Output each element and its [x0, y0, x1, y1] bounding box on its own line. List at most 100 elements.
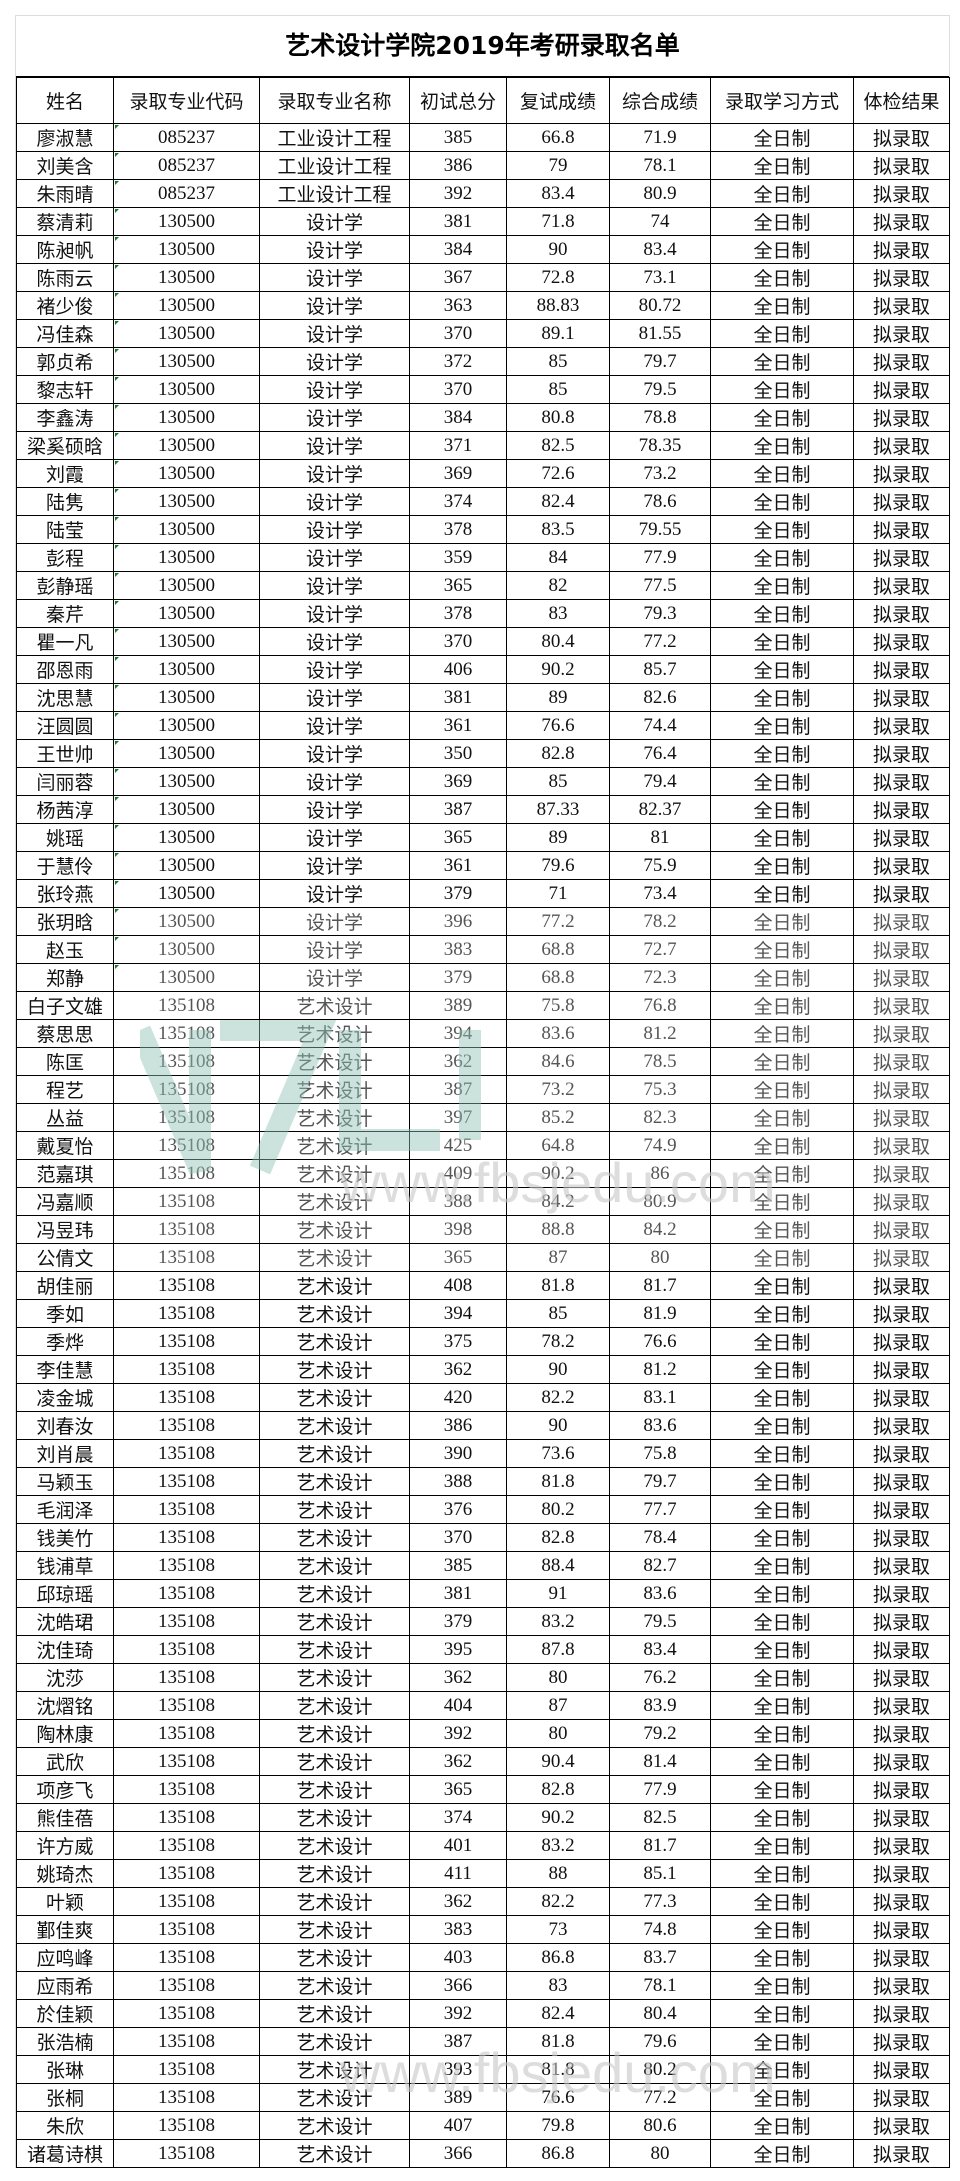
cell-name: 武欣 [16, 1747, 114, 1776]
table-row: 朱雨晴 085237 工业设计工程 392 83.4 80.9 全日制 拟录取 [16, 179, 950, 208]
cell-name: 王世帅 [16, 739, 114, 768]
cell-total-score: 76.8 [609, 991, 711, 1020]
cell-total-score: 79.7 [609, 1467, 711, 1496]
cell-retest-score: 86.8 [506, 2139, 610, 2168]
table-row: 白子文雄 135108 艺术设计 389 75.8 76.8 全日制 拟录取 [16, 991, 950, 1020]
table-row: 陆莹 130500 设计学 378 83.5 79.55 全日制 拟录取 [16, 515, 950, 544]
cell-prelim-score: 371 [409, 431, 507, 460]
cell-major-code: 135108 [113, 1691, 260, 1720]
cell-name: 叶颖 [16, 1887, 114, 1916]
cell-major-name: 工业设计工程 [259, 123, 410, 152]
cell-prelim-score: 383 [409, 935, 507, 964]
cell-major-code: 135108 [113, 1215, 260, 1244]
cell-medical-result: 拟录取 [853, 1383, 950, 1412]
table-row: 蔡清莉 130500 设计学 381 71.8 74 全日制 拟录取 [16, 207, 950, 236]
cell-total-score: 81.9 [609, 1299, 711, 1328]
cell-major-name: 工业设计工程 [259, 151, 410, 180]
cell-medical-result: 拟录取 [853, 291, 950, 320]
table-row: 姚瑶 130500 设计学 365 89 81 全日制 拟录取 [16, 823, 950, 852]
cell-major-name: 设计学 [259, 935, 410, 964]
cell-name: 陈匡 [16, 1047, 114, 1076]
table-row: 陆隽 130500 设计学 374 82.4 78.6 全日制 拟录取 [16, 487, 950, 516]
cell-retest-score: 79.8 [506, 2111, 610, 2140]
cell-major-code: 130500 [113, 571, 260, 600]
cell-name: 范嘉琪 [16, 1159, 114, 1188]
cell-medical-result: 拟录取 [853, 1971, 950, 2000]
cell-medical-result: 拟录取 [853, 1635, 950, 1664]
cell-total-score: 81.2 [609, 1019, 711, 1048]
cell-retest-score: 84.2 [506, 1187, 610, 1216]
cell-major-code: 135108 [113, 1019, 260, 1048]
cell-study-mode: 全日制 [710, 1971, 854, 2000]
cell-study-mode: 全日制 [710, 1131, 854, 1160]
cell-study-mode: 全日制 [710, 375, 854, 404]
cell-retest-score: 88.8 [506, 1215, 610, 1244]
cell-prelim-score: 383 [409, 1915, 507, 1944]
cell-study-mode: 全日制 [710, 739, 854, 768]
table-row: 於佳颖 135108 艺术设计 392 82.4 80.4 全日制 拟录取 [16, 1999, 950, 2028]
table-row: 陈匡 135108 艺术设计 362 84.6 78.5 全日制 拟录取 [16, 1047, 950, 1076]
cell-major-code: 135108 [113, 1915, 260, 1944]
table-row: 赵玉 130500 设计学 383 68.8 72.7 全日制 拟录取 [16, 935, 950, 964]
cell-study-mode: 全日制 [710, 1355, 854, 1384]
cell-medical-result: 拟录取 [853, 235, 950, 264]
cell-total-score: 78.5 [609, 1047, 711, 1076]
cell-retest-score: 82 [506, 571, 610, 600]
cell-study-mode: 全日制 [710, 1467, 854, 1496]
table-row: 叶颖 135108 艺术设计 362 82.2 77.3 全日制 拟录取 [16, 1887, 950, 1916]
table-row: 陶林康 135108 艺术设计 392 80 79.2 全日制 拟录取 [16, 1719, 950, 1748]
cell-total-score: 79.5 [609, 375, 711, 404]
cell-medical-result: 拟录取 [853, 1915, 950, 1944]
cell-prelim-score: 387 [409, 1075, 507, 1104]
cell-retest-score: 79.6 [506, 851, 610, 880]
cell-total-score: 76.4 [609, 739, 711, 768]
cell-total-score: 80.9 [609, 179, 711, 208]
cell-major-name: 艺术设计 [259, 1523, 410, 1552]
cell-major-code: 135108 [113, 1495, 260, 1524]
cell-name: 彭静瑶 [16, 571, 114, 600]
cell-study-mode: 全日制 [710, 1019, 854, 1048]
cell-prelim-score: 365 [409, 1243, 507, 1272]
cell-retest-score: 73.6 [506, 1439, 610, 1468]
cell-major-name: 工业设计工程 [259, 179, 410, 208]
cell-total-score: 83.9 [609, 1691, 711, 1720]
cell-medical-result: 拟录取 [853, 571, 950, 600]
cell-major-name: 艺术设计 [259, 1047, 410, 1076]
cell-retest-score: 87 [506, 1691, 610, 1720]
cell-major-name: 艺术设计 [259, 1607, 410, 1636]
cell-major-code: 130500 [113, 879, 260, 908]
cell-major-name: 设计学 [259, 655, 410, 684]
cell-total-score: 77.9 [609, 1775, 711, 1804]
cell-total-score: 78.6 [609, 487, 711, 516]
cell-study-mode: 全日制 [710, 1495, 854, 1524]
table-row: 胡佳丽 135108 艺术设计 408 81.8 81.7 全日制 拟录取 [16, 1271, 950, 1300]
cell-study-mode: 全日制 [710, 571, 854, 600]
cell-name: 李鑫涛 [16, 403, 114, 432]
cell-retest-score: 72.6 [506, 459, 610, 488]
cell-major-name: 设计学 [259, 879, 410, 908]
cell-prelim-score: 397 [409, 1103, 507, 1132]
cell-retest-score: 86.8 [506, 1943, 610, 1972]
cell-prelim-score: 372 [409, 347, 507, 376]
cell-major-code: 135108 [113, 1439, 260, 1468]
cell-study-mode: 全日制 [710, 1411, 854, 1440]
cell-name: 张琳 [16, 2055, 114, 2084]
cell-medical-result: 拟录取 [853, 347, 950, 376]
cell-total-score: 76.6 [609, 1327, 711, 1356]
cell-total-score: 84.2 [609, 1215, 711, 1244]
admission-table: 姓名 录取专业代码 录取专业名称 初试总分 复试成绩 综合成绩 录取学习方式 体检结果 廖淑慧… [16, 77, 950, 2168]
table-row: 陈雨云 130500 设计学 367 72.8 73.1 全日制 拟录取 [16, 263, 950, 292]
cell-name: 李佳慧 [16, 1355, 114, 1384]
table-row: 钱浦草 135108 艺术设计 385 88.4 82.7 全日制 拟录取 [16, 1551, 950, 1580]
cell-name: 张桐 [16, 2083, 114, 2112]
cell-medical-result: 拟录取 [853, 1719, 950, 1748]
cell-study-mode: 全日制 [710, 1187, 854, 1216]
cell-name: 张玲燕 [16, 879, 114, 908]
cell-prelim-score: 407 [409, 2111, 507, 2140]
cell-study-mode: 全日制 [710, 347, 854, 376]
cell-medical-result: 拟录取 [853, 431, 950, 460]
cell-total-score: 73.4 [609, 879, 711, 908]
table-row: 彭静瑶 130500 设计学 365 82 77.5 全日制 拟录取 [16, 571, 950, 600]
cell-retest-score: 87 [506, 1243, 610, 1272]
cell-major-name: 艺术设计 [259, 1187, 410, 1216]
